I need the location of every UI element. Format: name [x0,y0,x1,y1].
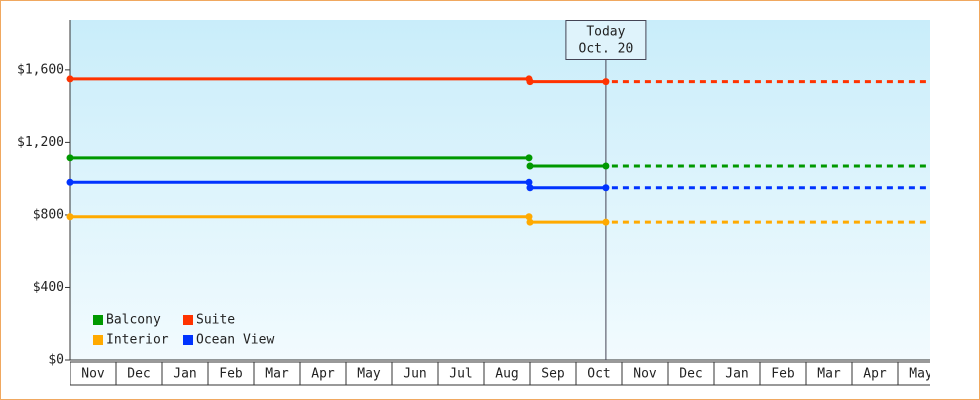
x-tick-label: Jan [173,367,196,382]
x-tick-label: Jun [403,367,426,382]
price-point [602,184,610,192]
x-tick-label: May [357,367,381,382]
x-tick-label: Dec [679,367,702,382]
x-tick-label: Jan [725,367,748,382]
x-tick-label: Feb [219,367,243,382]
x-tick-label: Dec [127,367,150,382]
legend-label: Ocean View [196,333,274,348]
price-point [525,178,533,186]
price-point [526,162,534,170]
y-tick-label: $0 [48,353,64,368]
price-point [525,213,533,221]
y-tick-label: $400 [33,280,64,295]
x-tick-label: Mar [817,367,841,382]
legend-label: Balcony [106,313,161,328]
x-tick-label: Nov [81,367,105,382]
price-point [66,75,74,83]
price-point [602,218,610,226]
price-point [66,154,74,162]
price-point [602,162,610,170]
today-box [565,20,647,60]
price-point [66,178,74,186]
x-tick-label: Nov [633,367,657,382]
price-point [526,78,534,86]
x-tick-label: Apr [311,367,335,382]
legend-swatch [93,335,103,345]
y-tick-label: $800 [33,207,64,222]
legend-swatch [183,315,193,325]
x-tick-label: Oct [587,367,610,382]
price-point [602,78,610,86]
x-tick-label: Jul [449,367,472,382]
x-tick-label: Apr [863,367,887,382]
y-tick-label: $1,600 [17,62,64,77]
legend-swatch [183,335,193,345]
today-label: Today [586,25,625,40]
y-tick-label: $1,200 [17,135,64,150]
legend-label: Interior [106,333,169,348]
x-tick-label: Feb [771,367,795,382]
plot-area [70,20,930,360]
x-tick-label: Mar [265,367,289,382]
price-point [526,218,534,226]
x-tick-label: Aug [495,367,518,382]
price-point [525,154,533,162]
legend-label: Suite [196,313,235,328]
today-date: Oct. 20 [579,42,634,57]
x-tick-label: May [909,367,933,382]
price-point [66,213,74,221]
price-point [526,184,534,192]
month-box [897,361,930,386]
x-tick-label: Sep [541,367,565,382]
legend-swatch [93,315,103,325]
